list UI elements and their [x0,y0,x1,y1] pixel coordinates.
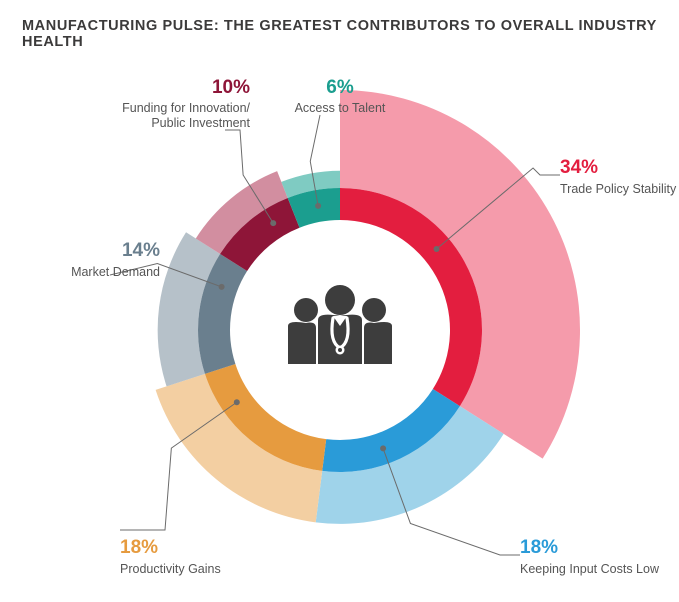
pct-label-talent: 6% [326,77,354,98]
text-label-input-costs: Keeping Input Costs Low [520,562,660,576]
pct-label-input-costs: 18% [520,537,558,558]
pct-label-productivity: 18% [120,537,158,558]
text-label-trade: Trade Policy Stability [560,182,677,196]
pct-label-trade: 34% [560,157,598,178]
radial-chart: 34% Trade Policy Stability 18% Keeping Inpu… [0,0,679,602]
people-medical-icon [288,285,392,364]
text-label-market-demand: Market Demand [71,265,160,279]
pct-label-funding: 10% [212,77,250,98]
text-label-productivity: Productivity Gains [120,562,221,576]
text-label-funding: Funding for Innovation/Public Investment [122,101,250,130]
pct-label-market-demand: 14% [122,240,160,261]
text-label-talent: Access to Talent [295,101,386,115]
